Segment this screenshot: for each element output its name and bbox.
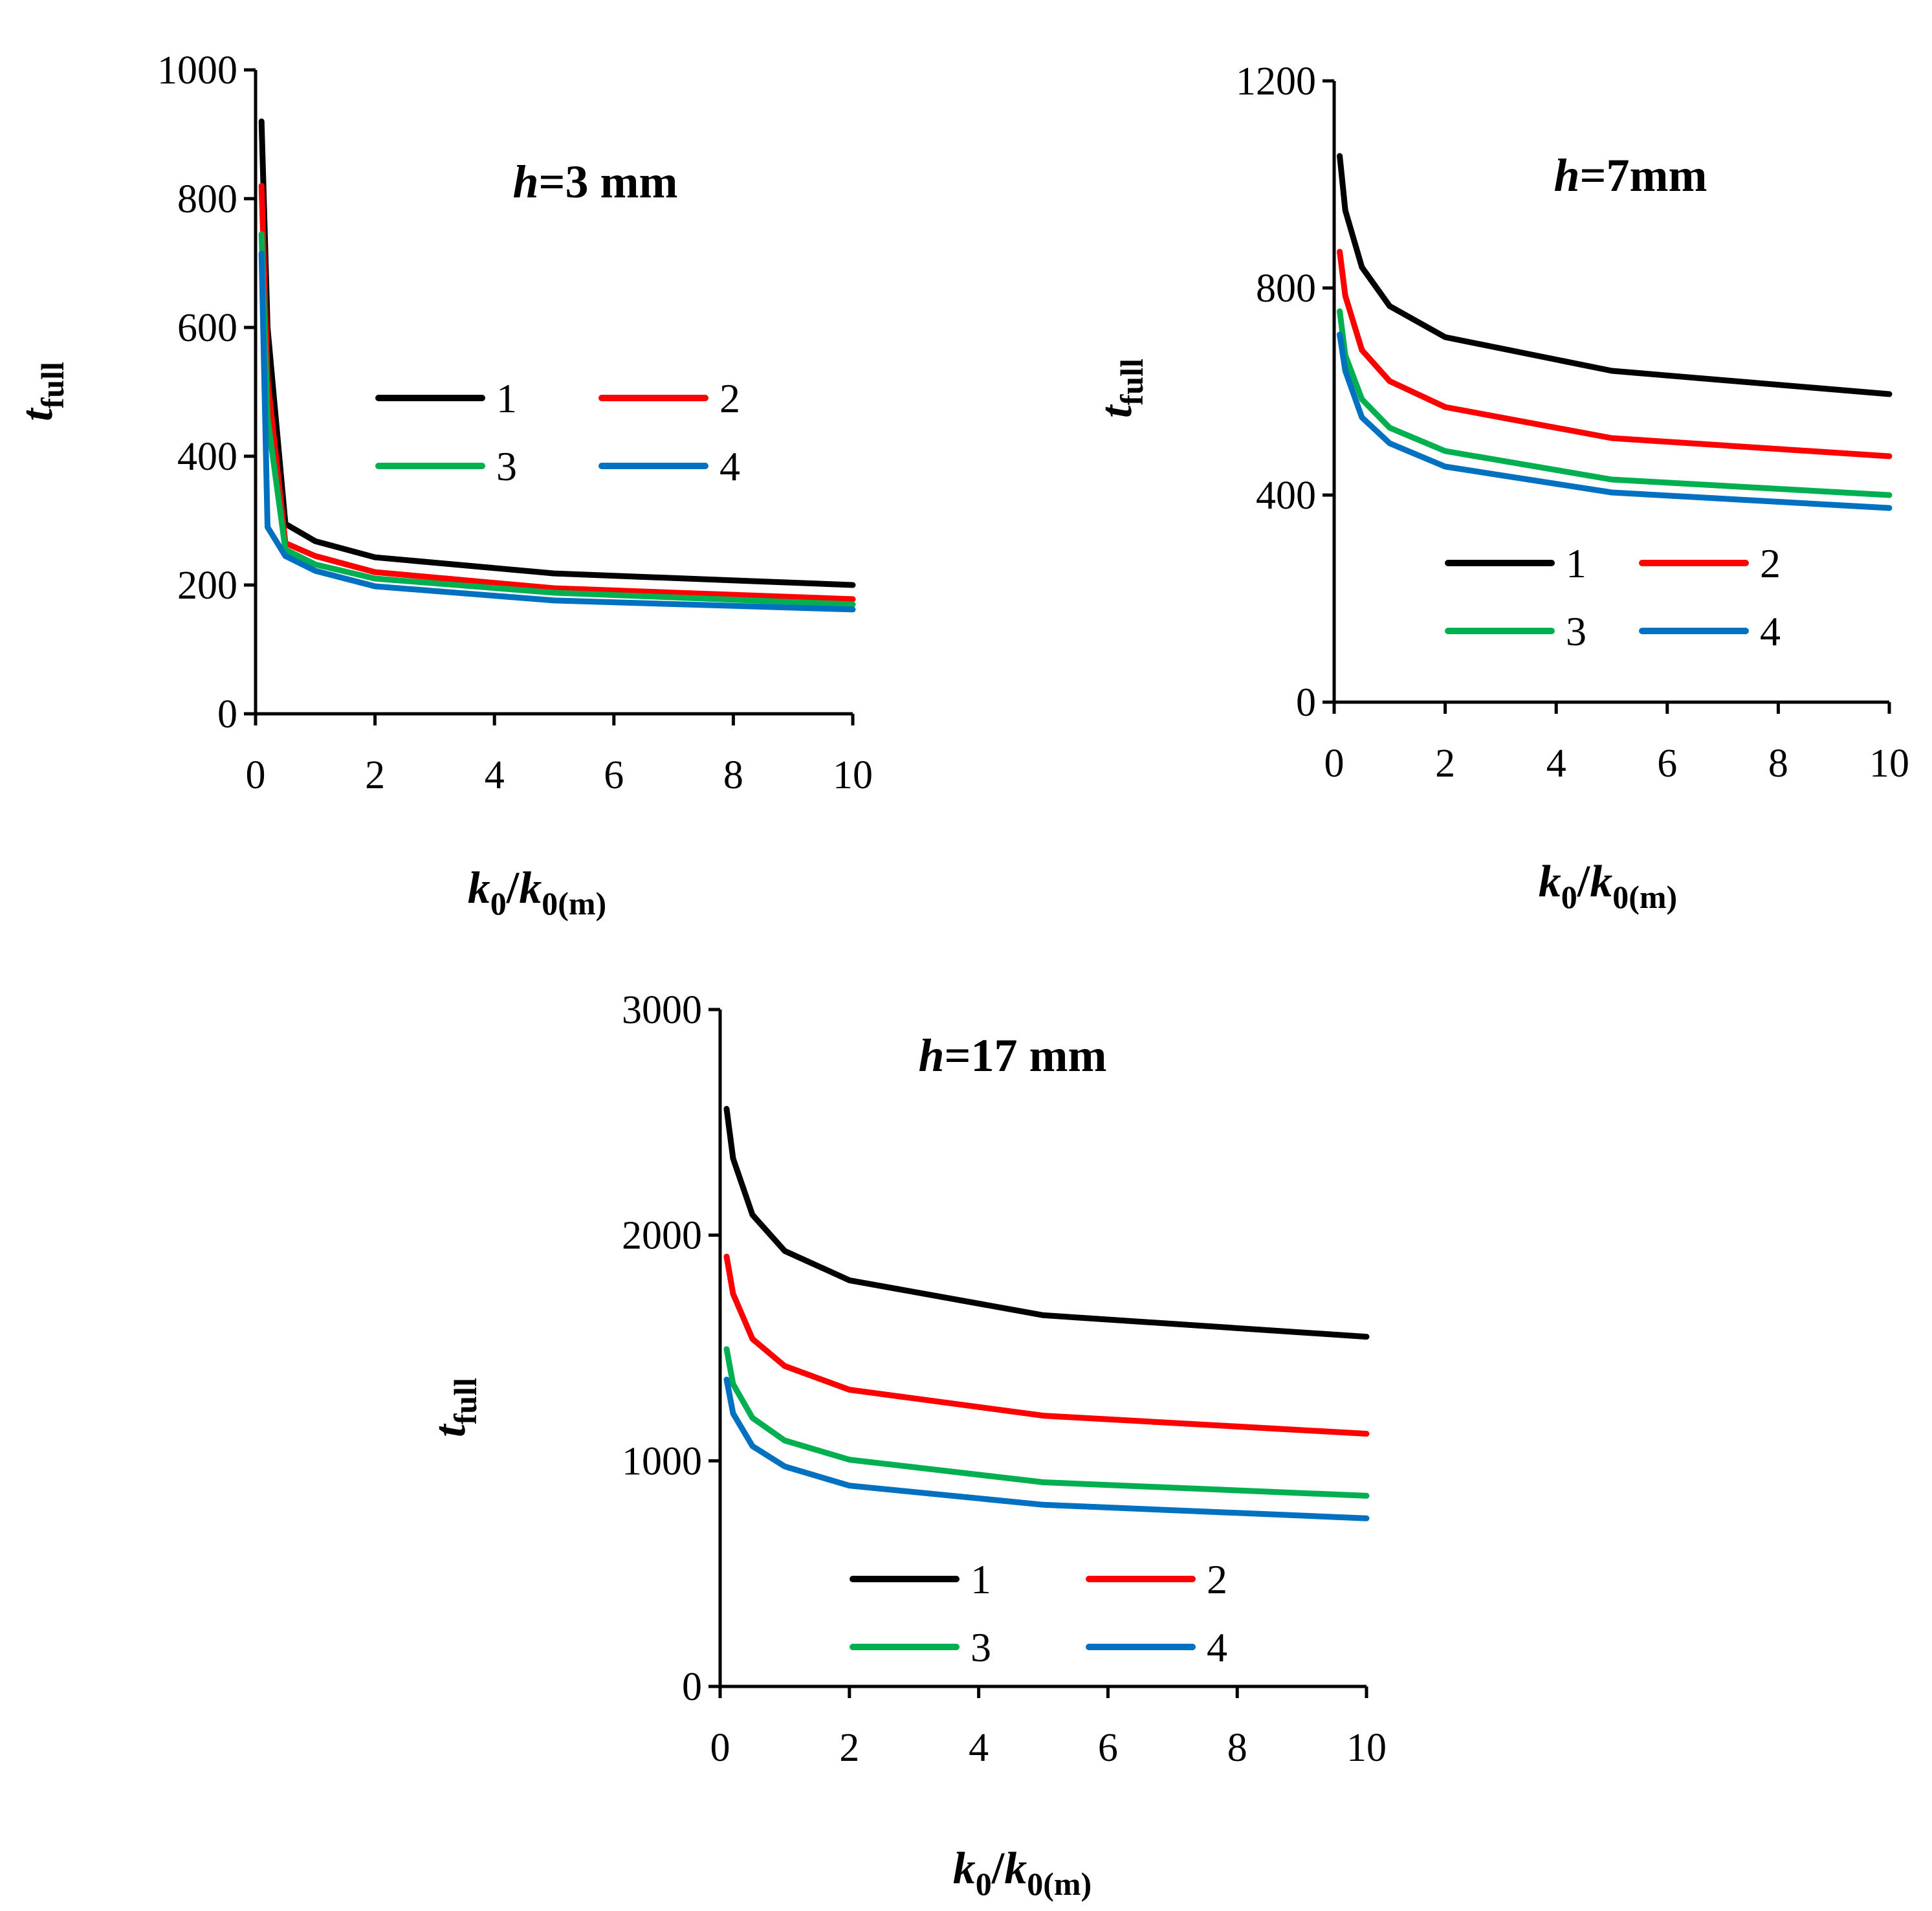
chart-title-value: =17 mm — [945, 1030, 1107, 1081]
x-axis-title: k0/k0(m) — [953, 1844, 1092, 1902]
chart-title-variable: h — [918, 1030, 944, 1081]
x-tick-label: 0 — [1324, 742, 1345, 786]
legend-label-2: 2 — [719, 375, 740, 421]
y-axis-title-subscript: full — [1114, 359, 1150, 405]
x-tick-label: 0 — [246, 753, 266, 797]
x-tick-label: 10 — [1346, 1726, 1387, 1770]
series-line-3 — [1337, 308, 1893, 498]
x-tick-label: 0 — [710, 1726, 730, 1770]
x-tick-label: 6 — [604, 753, 624, 797]
y-axis-title: tfull — [1092, 359, 1150, 418]
y-tick-label: 2000 — [622, 1214, 702, 1258]
legend-label-4: 4 — [719, 443, 740, 489]
x-axis-title-part: k — [1590, 857, 1612, 907]
series-line-1 — [723, 1105, 1370, 1340]
y-axis-title: tfull — [12, 362, 71, 421]
y-tick-label: 0 — [217, 692, 237, 736]
x-tick-label: 4 — [485, 753, 505, 797]
x-axis-title-part: k — [1004, 1844, 1027, 1894]
legend-label-1: 1 — [496, 375, 517, 421]
x-axis-title-part: / — [1577, 857, 1591, 907]
legend: 1 2 3 4 — [1445, 540, 1781, 654]
chart-title: h=7mm — [1553, 149, 1707, 201]
legend-label-1: 1 — [1566, 540, 1586, 586]
y-tick-label: 1200 — [1236, 60, 1316, 104]
x-axis-title: k0/k0(m) — [1539, 857, 1677, 915]
x-tick-label: 4 — [1546, 742, 1566, 786]
y-tick-label: 800 — [177, 177, 237, 221]
x-axis-title-subscript: 0 — [490, 885, 507, 922]
series-line-4 — [1337, 331, 1893, 511]
y-axis-title-subscript: full — [447, 1378, 483, 1424]
chart-title: h=3 mm — [512, 156, 677, 208]
y-tick-label: 200 — [177, 564, 237, 608]
x-axis-title-part: k — [953, 1844, 976, 1894]
y-axis-title-part: t — [425, 1423, 475, 1437]
x-axis-title-subscript: 0(m) — [542, 885, 606, 922]
legend: 1 2 3 4 — [375, 375, 740, 489]
x-axis-title-subscript: 0 — [976, 1866, 992, 1902]
y-tick-label: 400 — [177, 435, 237, 479]
x-axis-title-part: / — [991, 1844, 1005, 1894]
chart-title-variable: h — [1553, 149, 1579, 201]
x-axis-title: k0/k0(m) — [468, 863, 606, 922]
chart-title: h=17 mm — [918, 1030, 1106, 1081]
x-axis-title-part: k — [468, 863, 490, 913]
legend-label-4: 4 — [1760, 608, 1781, 654]
series-line-4 — [258, 250, 856, 613]
legend-label-4: 4 — [1207, 1624, 1227, 1670]
legend-label-3: 3 — [971, 1624, 991, 1670]
y-axis-title-part: t — [1092, 404, 1141, 418]
y-tick-label: 1000 — [157, 49, 237, 93]
series-line-3 — [723, 1346, 1370, 1499]
x-tick-label: 8 — [723, 753, 743, 797]
legend: 1 2 3 4 — [850, 1556, 1227, 1670]
x-axis-title-subscript: 0 — [1561, 879, 1577, 915]
legend-label-1: 1 — [971, 1556, 991, 1602]
y-tick-label: 3000 — [622, 988, 702, 1032]
legend-label-2: 2 — [1760, 540, 1781, 586]
series-line-2 — [258, 182, 856, 602]
chart-title-variable: h — [512, 156, 538, 208]
legend-label-3: 3 — [496, 443, 517, 489]
y-tick-label: 1000 — [622, 1439, 702, 1483]
x-tick-label: 6 — [1098, 1726, 1118, 1770]
x-tick-label: 2 — [1435, 742, 1455, 786]
y-axis-title-subscript: full — [34, 362, 71, 408]
series-line-1 — [1337, 153, 1893, 397]
chart-title-value: =3 mm — [539, 156, 678, 208]
series-line-2 — [1337, 249, 1893, 459]
y-axis-title: tfull — [425, 1378, 483, 1437]
x-tick-label: 8 — [1768, 742, 1788, 786]
x-axis-title-part: k — [519, 863, 542, 913]
x-tick-label: 4 — [969, 1726, 989, 1770]
x-axis-title-subscript: 0(m) — [1612, 879, 1677, 915]
x-tick-label: 6 — [1657, 742, 1677, 786]
series-line-4 — [723, 1376, 1370, 1521]
y-tick-label: 800 — [1256, 267, 1316, 311]
legend-label-2: 2 — [1207, 1556, 1227, 1602]
x-axis-title-subscript: 0(m) — [1027, 1866, 1092, 1902]
x-tick-label: 8 — [1227, 1726, 1247, 1770]
x-tick-label: 2 — [365, 753, 385, 797]
y-tick-label: 600 — [177, 306, 237, 350]
y-axis-title-part: t — [12, 407, 62, 421]
chart-title-value: =7mm — [1580, 149, 1707, 201]
x-tick-label: 10 — [833, 753, 873, 797]
y-tick-label: 0 — [1296, 681, 1316, 725]
y-tick-label: 0 — [682, 1665, 702, 1709]
legend-label-3: 3 — [1566, 608, 1586, 654]
x-axis-title-part: k — [1539, 857, 1561, 907]
x-tick-label: 10 — [1869, 742, 1909, 786]
x-axis-title-part: / — [506, 863, 520, 913]
y-tick-label: 400 — [1256, 474, 1316, 518]
series-line-2 — [723, 1254, 1370, 1437]
x-tick-label: 2 — [839, 1726, 859, 1770]
